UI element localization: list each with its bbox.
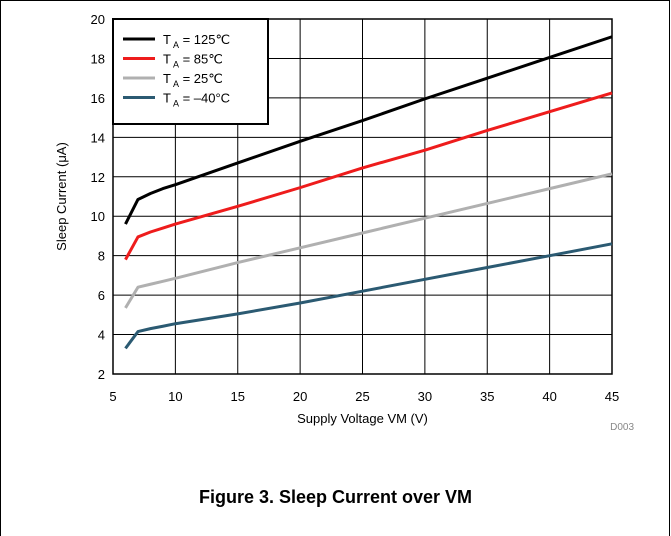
figure-frame-right bbox=[669, 0, 670, 536]
x-tick-label: 30 bbox=[418, 389, 432, 404]
legend-box bbox=[112, 18, 269, 125]
y-tick-label: 8 bbox=[98, 249, 105, 264]
figure-frame-left bbox=[0, 0, 1, 536]
x-tick-label: 10 bbox=[168, 389, 182, 404]
y-tick-label: 4 bbox=[98, 328, 105, 343]
x-tick-label: 5 bbox=[109, 389, 116, 404]
y-tick-label: 18 bbox=[91, 51, 105, 66]
series-line bbox=[124, 172, 613, 309]
y-tick-label: 6 bbox=[98, 288, 105, 303]
y-axis-label: Sleep Current (μA) bbox=[54, 142, 69, 251]
x-axis-label: Supply Voltage VM (V) bbox=[297, 411, 428, 426]
plot-border bbox=[112, 18, 613, 375]
y-tick-label: 12 bbox=[91, 170, 105, 185]
series-line bbox=[124, 35, 613, 225]
figure-code: D003 bbox=[610, 422, 634, 433]
x-tick-label: 25 bbox=[355, 389, 369, 404]
x-tick-label: 45 bbox=[605, 389, 619, 404]
y-tick-label: 20 bbox=[91, 12, 105, 27]
y-tick-label: 14 bbox=[91, 130, 105, 145]
series-line bbox=[124, 242, 613, 350]
x-tick-label: 35 bbox=[480, 389, 494, 404]
figure-caption: Figure 3. Sleep Current over VM bbox=[198, 487, 473, 507]
figure-frame-top bbox=[0, 0, 670, 6]
y-tick-label: 16 bbox=[91, 91, 105, 106]
y-tick-label: 10 bbox=[91, 209, 105, 224]
y-tick-label: 2 bbox=[98, 367, 105, 382]
series-line bbox=[124, 91, 613, 261]
x-tick-label: 40 bbox=[542, 389, 556, 404]
x-tick-label: 15 bbox=[231, 389, 245, 404]
x-tick-label: 20 bbox=[293, 389, 307, 404]
chart: 5 10 15 20 25 30 35 40 45 2 4 6 8 10 12 14 16 18 20 Supply … bbox=[54, 12, 634, 433]
